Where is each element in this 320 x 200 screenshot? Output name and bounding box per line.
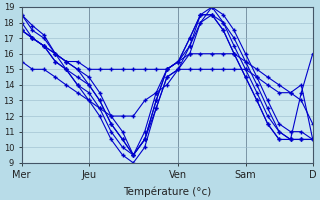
X-axis label: Température (°c): Température (°c) (123, 186, 211, 197)
